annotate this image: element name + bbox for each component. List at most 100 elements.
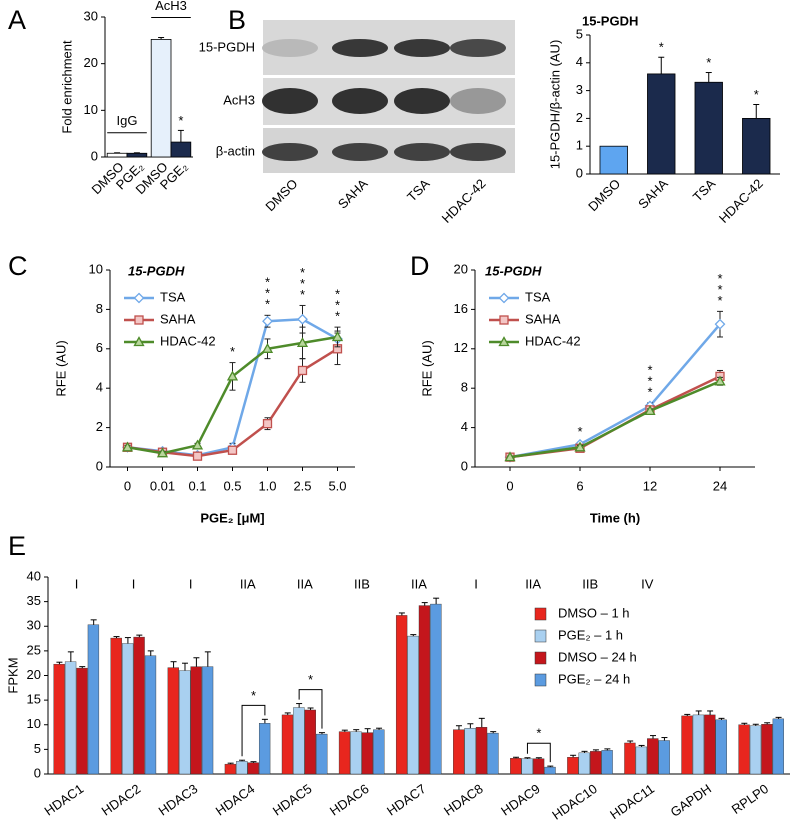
significance-mark: * [647, 384, 652, 399]
marker [297, 313, 308, 325]
legend-label: TSA [525, 289, 551, 304]
significance-mark: * [265, 275, 270, 290]
significance-mark: * [717, 293, 722, 308]
marker [226, 370, 239, 381]
group-label: IgG [117, 113, 138, 128]
bar [293, 707, 305, 775]
blot-band [394, 143, 450, 161]
significance-mark: * [300, 265, 305, 280]
bar [761, 724, 773, 775]
significance-mark: * [300, 287, 305, 302]
marker [296, 337, 309, 348]
class-label: IIB [354, 576, 370, 591]
y-tick-label: 20 [27, 667, 41, 682]
class-label: I [189, 576, 193, 591]
marker [227, 445, 238, 455]
marker [644, 405, 656, 416]
bar [749, 725, 762, 775]
significance-mark: * [536, 726, 541, 741]
bar [53, 663, 65, 775]
bar [190, 666, 202, 775]
y-axis-label: 15-PGDH/β-actin (AU) [547, 40, 562, 170]
legend-label: HDAC-42 [525, 333, 581, 348]
x-tick-label: 5.0 [328, 478, 346, 493]
significance-mark: * [251, 688, 256, 703]
significance-mark: * [577, 424, 582, 439]
y-tick-label: 0 [91, 148, 98, 163]
y-tick-label: 4 [96, 380, 103, 395]
blot-band [332, 143, 388, 161]
y-tick-label: 16 [454, 301, 468, 316]
group-label: AcH3 [155, 0, 187, 13]
bar [624, 742, 636, 775]
bar [658, 740, 670, 775]
bar [704, 714, 716, 775]
class-label: IIA [297, 576, 313, 591]
bar [694, 81, 723, 175]
bar [201, 666, 214, 775]
significance-bracket [298, 689, 323, 729]
legend-marker [133, 292, 145, 304]
panel-letter: A [8, 5, 26, 35]
bar [681, 715, 693, 775]
marker [261, 342, 274, 353]
bar [715, 719, 727, 775]
y-tick-label: 0 [96, 458, 103, 473]
y-tick-label: 35 [27, 593, 41, 608]
bar [407, 635, 419, 775]
chart-title: 15-PGDH [128, 263, 185, 278]
class-label: IIB [582, 576, 598, 591]
legend-label: PGE₂ – 24 h [558, 671, 630, 686]
legend-label: DMSO – 24 h [558, 649, 637, 664]
legend-label: PGE₂ – 1 h [558, 627, 623, 642]
bar [464, 727, 476, 775]
bar [167, 667, 179, 775]
x-tick-label: 0.5 [223, 478, 241, 493]
bar [170, 141, 192, 158]
legend-swatch [534, 629, 547, 643]
bar [121, 643, 134, 775]
significance-mark: * [335, 287, 340, 302]
legend-marker [498, 292, 510, 304]
significance-mark: * [178, 113, 183, 128]
class-label: I [75, 576, 79, 591]
bar [453, 729, 465, 775]
blot-row-label: 15-PGDH [199, 39, 255, 54]
y-tick-label: 4 [461, 419, 468, 434]
significance-mark: * [335, 298, 340, 313]
bar [430, 603, 442, 775]
significance-mark: * [300, 276, 305, 291]
series-line [509, 380, 721, 459]
marker [297, 365, 308, 376]
bar [532, 758, 545, 775]
legend-marker [498, 336, 510, 347]
marker [191, 439, 204, 450]
x-tick-label: 2.5 [293, 478, 311, 493]
bar [350, 731, 362, 775]
marker [262, 419, 273, 429]
panel-letter: E [8, 531, 26, 561]
bar [87, 624, 100, 775]
y-tick-label: 8 [461, 380, 468, 395]
bar [110, 637, 122, 775]
bar [635, 746, 648, 775]
marker [331, 331, 344, 342]
legend-swatch [534, 651, 547, 665]
bar [475, 727, 488, 775]
significance-mark: * [717, 282, 722, 297]
x-tick-label: 12 [643, 478, 657, 493]
class-label: I [132, 576, 136, 591]
bar [133, 636, 145, 775]
marker [714, 375, 726, 386]
blot-row-label: β-actin [216, 143, 255, 158]
y-tick-label: 3 [576, 82, 583, 97]
y-tick-label: 20 [454, 261, 468, 276]
bar [601, 750, 613, 775]
bar [647, 738, 659, 775]
bar [76, 667, 88, 775]
blot-band [394, 39, 450, 57]
marker [262, 315, 273, 327]
bar [247, 762, 259, 775]
blot-band [262, 88, 318, 114]
x-axis-label: Time (h) [590, 510, 640, 525]
